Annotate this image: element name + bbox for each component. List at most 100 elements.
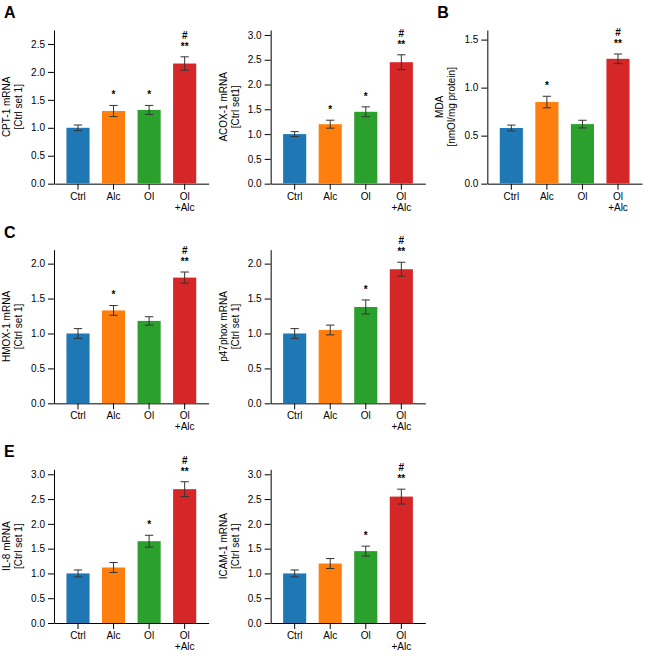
y-tick-label: 0.0 [31, 178, 45, 189]
x-tick-label-line: Ol [180, 410, 190, 421]
x-tick-label: Ctrl [287, 630, 303, 641]
error-bar-cap [74, 576, 82, 577]
panel: 0.00.51.01.52.0CtrlAlcOlOl+Alc***#HMOX-1… [1, 224, 209, 433]
x-tick-mark [78, 184, 79, 190]
error-bar-cap [74, 569, 82, 570]
y-tick-mark [265, 549, 271, 550]
x-tick: Ol+Alc [391, 623, 411, 652]
error-bar [397, 262, 405, 276]
y-tick-mark [265, 85, 271, 86]
y-tick: 3.0 [31, 469, 54, 480]
x-tick: Ol+Alc [175, 184, 195, 213]
plot-area [500, 54, 630, 184]
x-tick-mark [113, 403, 114, 409]
x-tick-mark [511, 184, 512, 190]
error-bar-cap [326, 128, 334, 129]
y-tick: 0.0 [248, 178, 271, 189]
y-tick: 1.0 [31, 122, 54, 133]
bar [102, 310, 125, 403]
error-bar [181, 57, 189, 70]
x-tick: Ol [361, 184, 371, 202]
error-bar-cap [109, 305, 117, 306]
bar [354, 551, 377, 623]
error-bar [326, 325, 334, 335]
x-tick-label: Ol+Alc [391, 410, 411, 432]
annotation-line: # [615, 27, 621, 38]
annotation: * [147, 519, 151, 530]
x-tick-label-line: +Alc [608, 202, 628, 213]
error-bar [507, 125, 515, 131]
error-bar-stem [401, 55, 402, 70]
x-tick-label-line: +Alc [391, 202, 411, 213]
annotation-line: # [399, 28, 405, 39]
y-tick: 0.0 [248, 398, 271, 409]
x-tick-label-line: Ctrl [70, 630, 86, 641]
plot-area [283, 262, 413, 403]
x-tick-label: Ol [361, 630, 371, 641]
x-tick-mark [365, 403, 366, 409]
error-bar-stem [149, 535, 150, 547]
x-tick-mark [113, 184, 114, 190]
annotation-line: # [399, 462, 405, 473]
y-tick-mark [265, 499, 271, 500]
bar [500, 128, 523, 184]
bar [283, 134, 306, 184]
y-tick-mark [265, 299, 271, 300]
x-tick-label-line: Ctrl [287, 630, 303, 641]
error-bar [181, 482, 189, 497]
x-tick-label-line: Ctrl [70, 410, 86, 421]
error-bar-cap [145, 325, 153, 326]
error-bar-cap [543, 107, 551, 108]
y-tick-label: 0.0 [31, 618, 45, 629]
y-tick-label: 0.0 [248, 178, 262, 189]
error-bar [326, 559, 334, 569]
error-bar-cap [109, 315, 117, 316]
y-tick-label: 0.5 [31, 363, 45, 374]
error-bar-stem [330, 325, 331, 335]
error-bar-stem [294, 329, 295, 339]
x-tick: Ctrl [287, 623, 303, 641]
panel-label: A [4, 4, 16, 21]
annotation: **# [181, 455, 189, 477]
error-bar-stem [365, 546, 366, 556]
error-bar-cap [326, 325, 334, 326]
y-tick-label: 3.0 [248, 30, 262, 41]
x-tick: Alc [323, 184, 337, 202]
bar [102, 567, 125, 623]
y-tick-label: 1.0 [248, 328, 262, 339]
x-tick-label-line: Ol [361, 410, 371, 421]
x-tick-label-line: Ctrl [70, 191, 86, 202]
y-tick-mark [48, 598, 54, 599]
y-tick-mark [48, 128, 54, 129]
error-bar-stem [113, 563, 114, 573]
y-tick: 1.5 [248, 104, 271, 115]
x-tick-mark [113, 623, 114, 629]
annotation-line: ** [614, 38, 622, 49]
error-bar-stem [511, 125, 512, 131]
x-tick-mark [184, 184, 185, 190]
x-tick-label-line: Ol [396, 630, 406, 641]
y-tick-label: 0.5 [248, 593, 262, 604]
x-tick-label: Alc [323, 191, 337, 202]
error-bar [109, 563, 117, 573]
y-tick: 2.0 [31, 519, 54, 530]
annotation: **# [181, 245, 189, 267]
bar [102, 111, 125, 184]
annotation: **# [181, 30, 189, 52]
x-tick-label-line: Ol [396, 410, 406, 421]
y-axis-title: CPT-1 mRNA[Ctrl set 1] [1, 76, 24, 137]
error-bar-cap [181, 496, 189, 497]
y-axis-title: HMOX-1 mRNA[Ctrl set 1] [1, 291, 24, 362]
y-tick-mark [48, 573, 54, 574]
y-axis-title: IL-8 mRNA[Ctrl set 1] [1, 521, 24, 571]
x-tick-label-line: Ol [361, 630, 371, 641]
y-tick: 1.0 [248, 129, 271, 140]
y-axis-line [54, 250, 55, 404]
x-tick-mark [149, 184, 150, 190]
annotation: * [147, 89, 151, 100]
annotation-line: * [328, 104, 332, 115]
y-tick-mark [265, 474, 271, 475]
y-axis-title-line: [Ctrl set 1] [230, 304, 241, 350]
x-tick: Ctrl [70, 403, 86, 421]
error-bar [578, 120, 586, 128]
